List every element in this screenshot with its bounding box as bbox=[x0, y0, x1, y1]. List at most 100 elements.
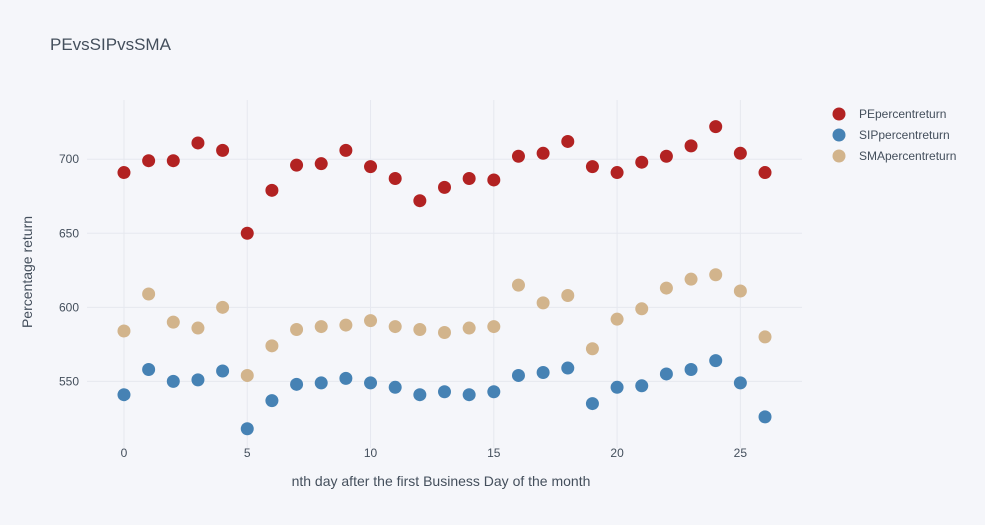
data-point[interactable] bbox=[290, 323, 304, 337]
legend-item[interactable]: SMApercentreturn bbox=[832, 149, 957, 163]
data-point[interactable] bbox=[438, 325, 451, 339]
data-point[interactable] bbox=[462, 321, 476, 335]
data-point[interactable] bbox=[240, 422, 254, 436]
data-point[interactable] bbox=[561, 134, 575, 148]
data-point[interactable] bbox=[364, 160, 378, 174]
data-point[interactable] bbox=[758, 330, 772, 344]
data-point[interactable] bbox=[536, 146, 550, 160]
x-axis-title: nth day after the first Business Day of … bbox=[292, 473, 591, 489]
data-point[interactable] bbox=[659, 367, 673, 381]
data-point[interactable] bbox=[438, 385, 451, 399]
data-points bbox=[117, 120, 772, 436]
data-point[interactable] bbox=[635, 302, 649, 316]
data-point[interactable] bbox=[216, 300, 230, 314]
data-point[interactable] bbox=[166, 374, 180, 388]
data-point[interactable] bbox=[339, 143, 353, 157]
data-point[interactable] bbox=[684, 139, 698, 153]
data-point[interactable] bbox=[364, 314, 378, 328]
x-tick-label: 15 bbox=[487, 446, 501, 460]
data-point[interactable] bbox=[388, 320, 402, 334]
data-point[interactable] bbox=[388, 380, 402, 394]
data-point[interactable] bbox=[511, 149, 525, 163]
data-point[interactable] bbox=[487, 320, 501, 334]
data-point[interactable] bbox=[216, 364, 230, 378]
data-point[interactable] bbox=[536, 296, 550, 310]
data-point[interactable] bbox=[166, 154, 180, 168]
series-SIPpercentreturn bbox=[117, 354, 772, 436]
data-point[interactable] bbox=[142, 363, 156, 377]
data-point[interactable] bbox=[413, 194, 427, 208]
data-point[interactable] bbox=[684, 363, 698, 377]
data-point[interactable] bbox=[339, 371, 353, 385]
y-tick-label: 650 bbox=[59, 226, 79, 240]
data-point[interactable] bbox=[265, 183, 279, 197]
data-point[interactable] bbox=[511, 278, 525, 292]
data-point[interactable] bbox=[487, 173, 501, 187]
data-point[interactable] bbox=[758, 166, 772, 180]
data-point[interactable] bbox=[413, 388, 427, 402]
data-point[interactable] bbox=[240, 226, 254, 240]
data-point[interactable] bbox=[462, 171, 476, 185]
legend-marker-icon bbox=[832, 149, 846, 163]
data-point[interactable] bbox=[191, 321, 205, 335]
data-point[interactable] bbox=[733, 284, 747, 298]
data-point[interactable] bbox=[635, 155, 649, 169]
data-point[interactable] bbox=[413, 323, 427, 337]
legend-label: SMApercentreturn bbox=[859, 149, 956, 163]
y-tick-label: 550 bbox=[59, 374, 79, 388]
data-point[interactable] bbox=[265, 394, 279, 408]
data-point[interactable] bbox=[758, 410, 772, 424]
data-point[interactable] bbox=[216, 143, 230, 157]
data-point[interactable] bbox=[388, 171, 402, 185]
legend-label: PEpercentreturn bbox=[859, 107, 946, 121]
data-point[interactable] bbox=[684, 272, 698, 286]
data-point[interactable] bbox=[191, 136, 205, 150]
data-point[interactable] bbox=[585, 160, 599, 174]
data-point[interactable] bbox=[314, 376, 328, 390]
data-point[interactable] bbox=[585, 397, 599, 411]
data-point[interactable] bbox=[462, 388, 476, 402]
legend[interactable]: PEpercentreturn SIPpercentreturn SMApercen… bbox=[832, 107, 957, 163]
data-point[interactable] bbox=[733, 146, 747, 160]
data-point[interactable] bbox=[635, 379, 649, 393]
data-point[interactable] bbox=[709, 354, 723, 368]
legend-marker-icon bbox=[832, 128, 846, 142]
data-point[interactable] bbox=[339, 318, 353, 332]
data-point[interactable] bbox=[290, 158, 304, 172]
data-point[interactable] bbox=[438, 180, 451, 194]
data-point[interactable] bbox=[561, 361, 575, 375]
legend-item[interactable]: SIPpercentreturn bbox=[832, 128, 950, 142]
data-point[interactable] bbox=[536, 365, 550, 379]
data-point[interactable] bbox=[364, 376, 378, 390]
y-tick-label: 600 bbox=[59, 300, 79, 314]
data-point[interactable] bbox=[561, 288, 575, 302]
data-point[interactable] bbox=[511, 368, 525, 382]
data-point[interactable] bbox=[314, 157, 328, 171]
legend-item[interactable]: PEpercentreturn bbox=[832, 107, 947, 121]
data-point[interactable] bbox=[166, 315, 180, 329]
data-point[interactable] bbox=[142, 287, 156, 301]
data-point[interactable] bbox=[659, 281, 673, 295]
data-point[interactable] bbox=[709, 120, 723, 134]
data-point[interactable] bbox=[290, 377, 304, 391]
data-point[interactable] bbox=[733, 376, 747, 390]
data-point[interactable] bbox=[314, 320, 328, 334]
data-point[interactable] bbox=[117, 166, 131, 180]
data-point[interactable] bbox=[610, 380, 624, 394]
data-point[interactable] bbox=[142, 154, 156, 168]
x-tick-label: 20 bbox=[610, 446, 624, 460]
data-point[interactable] bbox=[117, 324, 131, 338]
legend-marker-icon bbox=[832, 107, 846, 121]
data-point[interactable] bbox=[610, 312, 624, 326]
data-point[interactable] bbox=[659, 149, 673, 163]
data-point[interactable] bbox=[117, 388, 131, 402]
x-tick-label: 25 bbox=[734, 446, 748, 460]
data-point[interactable] bbox=[487, 385, 501, 399]
data-point[interactable] bbox=[265, 339, 279, 353]
data-point[interactable] bbox=[585, 342, 599, 356]
y-axis-title: Percentage return bbox=[19, 216, 35, 328]
data-point[interactable] bbox=[191, 373, 205, 387]
data-point[interactable] bbox=[240, 368, 254, 382]
data-point[interactable] bbox=[610, 166, 624, 180]
data-point[interactable] bbox=[709, 268, 723, 282]
